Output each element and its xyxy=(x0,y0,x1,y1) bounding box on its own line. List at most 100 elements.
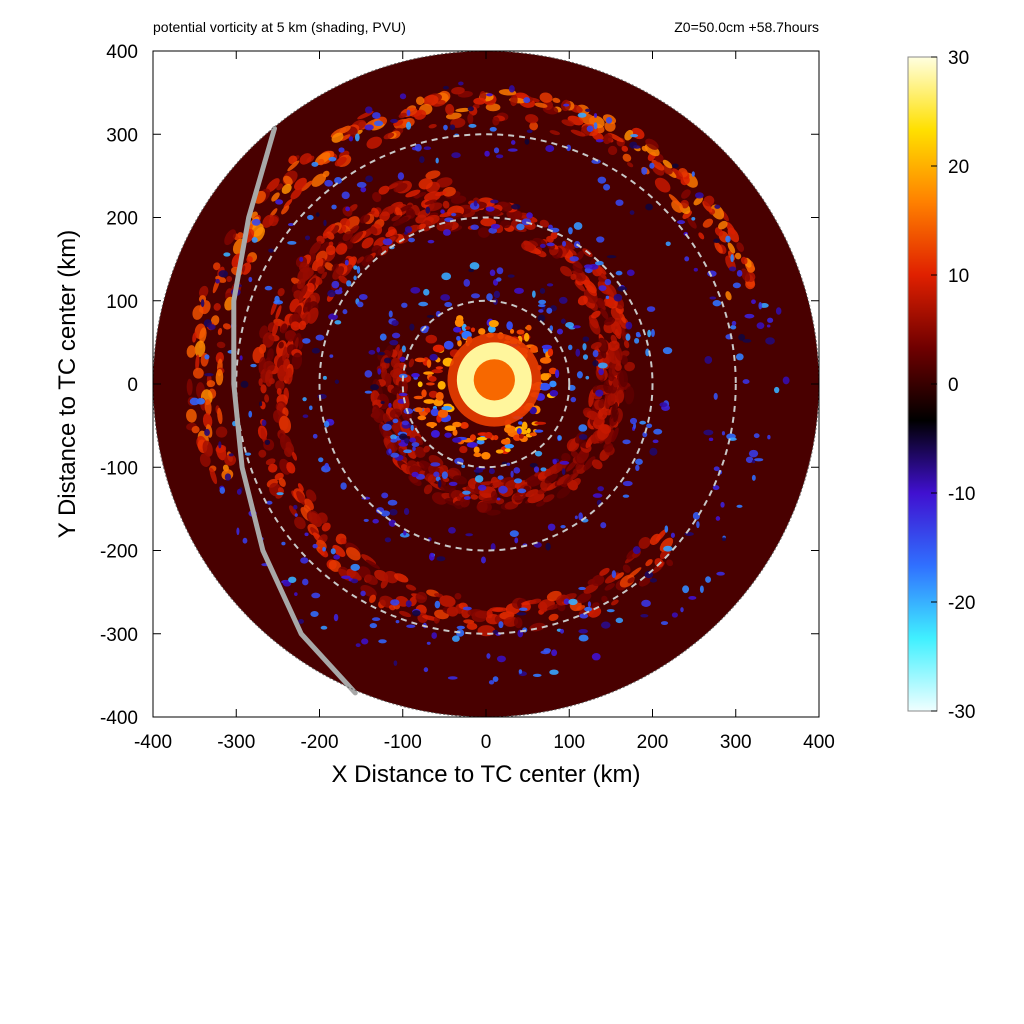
pv-speck xyxy=(651,329,655,338)
pv-speck xyxy=(448,526,456,534)
pv-blob xyxy=(192,332,197,343)
pv-blob xyxy=(426,202,443,212)
eye-center xyxy=(473,359,515,401)
pv-speck xyxy=(560,525,566,529)
pv-speck xyxy=(635,458,643,465)
pv-blob xyxy=(433,398,444,407)
pv-speck xyxy=(625,321,633,330)
pv-blob xyxy=(217,327,223,336)
pv-blob xyxy=(654,177,671,193)
pv-blob xyxy=(418,178,433,190)
pv-blob xyxy=(604,583,615,591)
pv-blob xyxy=(457,339,462,347)
pv-blob xyxy=(427,474,437,484)
pv-speck xyxy=(506,462,511,466)
pv-speck xyxy=(266,500,273,505)
pv-speck xyxy=(401,420,410,426)
pv-speck xyxy=(742,379,750,384)
pv-blob xyxy=(516,329,525,335)
pv-blob xyxy=(297,483,304,492)
pv-speck xyxy=(324,462,330,470)
pv-blob xyxy=(260,427,267,444)
pv-blob xyxy=(460,421,469,429)
pv-blob xyxy=(278,341,284,349)
pv-blob xyxy=(687,217,697,229)
pv-blob xyxy=(470,494,479,500)
pv-blob xyxy=(725,222,736,235)
pv-speck xyxy=(420,325,429,334)
pv-speck xyxy=(461,464,466,469)
pv-blob xyxy=(217,407,223,425)
pv-speck xyxy=(593,122,598,130)
pv-blob xyxy=(526,427,531,434)
pv-blob xyxy=(451,86,465,95)
pv-blob xyxy=(718,220,728,230)
pv-speck xyxy=(606,609,615,613)
y-tick-label: -100 xyxy=(100,458,138,479)
pv-speck xyxy=(364,390,373,394)
pv-blob xyxy=(423,371,435,375)
pv-blob xyxy=(439,211,454,218)
pv-speck xyxy=(485,206,495,212)
pv-speck xyxy=(240,380,249,388)
pv-blob xyxy=(425,382,435,386)
pv-blob xyxy=(492,607,508,613)
pv-speck xyxy=(425,206,431,214)
x-tick-label: -300 xyxy=(217,732,255,753)
pv-speck xyxy=(693,267,698,272)
pv-blob xyxy=(459,445,468,454)
pv-blob xyxy=(641,145,648,152)
pv-blob xyxy=(202,413,213,429)
pv-speck xyxy=(236,527,240,536)
pv-speck xyxy=(323,219,327,227)
pv-speck xyxy=(490,223,500,229)
range-ring xyxy=(318,216,654,552)
pv-blob xyxy=(714,241,723,254)
pv-blob xyxy=(614,572,625,580)
pv-speck xyxy=(540,243,546,248)
pv-blob xyxy=(423,484,433,495)
pv-speck xyxy=(423,667,429,673)
pv-blob xyxy=(671,200,684,213)
pv-blob xyxy=(576,592,592,604)
pv-speck xyxy=(468,123,477,128)
pv-speck xyxy=(604,278,612,286)
pv-speck xyxy=(410,286,421,294)
pv-blob xyxy=(305,489,317,502)
pv-speck xyxy=(333,613,339,622)
pv-blob xyxy=(300,180,313,192)
pv-blob xyxy=(319,241,329,253)
pv-blob xyxy=(335,243,348,255)
pv-speck xyxy=(670,532,675,538)
pv-blob xyxy=(199,285,209,298)
pv-speck xyxy=(572,325,581,329)
pv-blob xyxy=(290,188,302,200)
pv-speck xyxy=(641,599,651,607)
pv-speck xyxy=(596,236,605,243)
pv-speck xyxy=(543,648,551,653)
pv-blob xyxy=(224,454,237,466)
pv-blob xyxy=(518,421,523,425)
pv-blob xyxy=(397,348,403,360)
pv-blob xyxy=(570,450,579,458)
pv-blob xyxy=(601,408,613,416)
pv-blob xyxy=(435,366,444,370)
x-tick-label: 300 xyxy=(720,732,752,753)
pv-speck xyxy=(452,635,460,642)
pv-speck xyxy=(331,280,340,289)
pv-speck xyxy=(327,289,336,298)
pv-blob xyxy=(302,302,312,314)
pv-blob xyxy=(423,445,431,453)
pv-blob xyxy=(523,332,530,342)
pv-speck xyxy=(738,334,746,341)
pv-blob xyxy=(505,424,512,428)
pv-blob xyxy=(195,354,200,371)
colorbar-tick-label: 30 xyxy=(948,48,969,69)
pv-blob xyxy=(415,591,428,604)
pv-speck xyxy=(646,306,656,312)
pv-speck xyxy=(660,621,669,626)
colorbar-tick-label: -30 xyxy=(948,702,975,723)
pv-speck xyxy=(782,376,790,385)
pv-speck xyxy=(412,446,416,452)
pv-blob xyxy=(612,378,619,388)
